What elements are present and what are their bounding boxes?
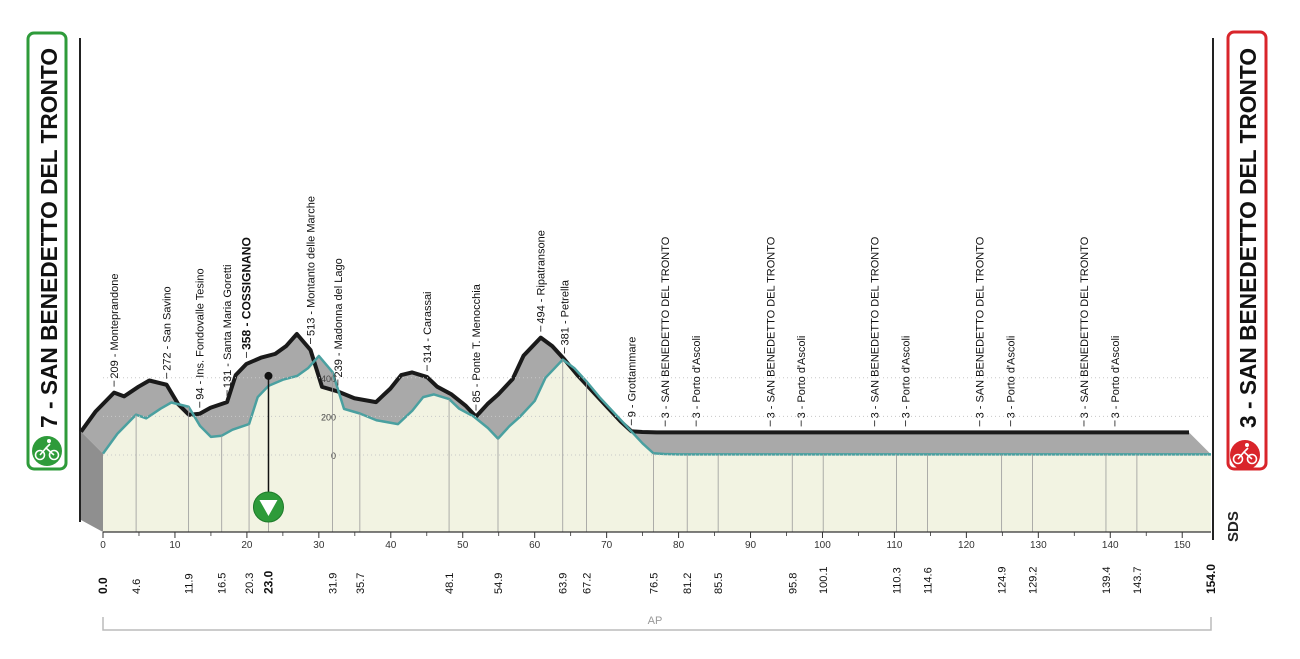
brand-logo: SDS [1225,511,1242,542]
sprint-triangle-icon [259,500,278,516]
km-tick-label: 20 [241,540,253,551]
finish-label: 3 - SAN BENEDETTO DEL TRONTO [1235,48,1261,428]
sprint-dot [264,371,273,380]
zone-label: AP [648,615,663,627]
distance-label: 110.3 [892,567,904,594]
terrain-area [103,355,1211,532]
distance-label: 4.6 [131,579,143,594]
km-tick-label: 110 [886,540,902,551]
waypoint-label: 3 - Porto d'Ascoli [796,336,808,419]
distance-label: 0.0 [96,577,110,594]
profile-line [101,354,1211,456]
waypoint-label: 209 - Monteprandone [109,273,121,378]
distance-label: 67.2 [581,573,593,594]
waypoint-label: 3 - SAN BENEDETTO DEL TRONTO [1079,236,1091,418]
waypoint-label: 358 - COSSIGNANO [239,237,253,350]
km-tick-label: 120 [958,540,975,551]
distance-label: 124.9 [997,566,1009,594]
waypoint-label: 94 - Ins. Fondovalle Tesino [195,268,207,399]
waypoint-label: 239 - Madonna del Lago [333,258,345,377]
profile-top-edge [79,331,1189,435]
km-tick-label: 10 [169,540,181,551]
altitude-ticks: 0 200 400 [103,374,1211,461]
km-tick-label: 130 [1030,540,1047,551]
waypoint-label: 3 - Porto d'Ascoli [691,336,703,419]
altitude-tick-label: 0 [331,451,336,461]
distance-label: 16.5 [217,573,229,594]
zone-bracket: AP [102,615,1212,631]
waypoint-labels: 209 - Monteprandone 272 - San Savino 94 - … [109,196,1138,532]
distance-label: 76.5 [648,573,660,594]
km-tick-label: 0 [100,540,106,551]
km-axis: 0 10 20 30 40 50 60 70 80 90 100 110 120 130 140 150 [100,531,1211,551]
waypoint-label: 85 - Ponte T. Menocchia [471,283,483,402]
finish-altitude: 3 [1235,415,1261,428]
distance-label: 139.4 [1101,566,1113,594]
waypoint-label: 9 - Grottammare [626,337,638,418]
distance-label: 11.9 [184,573,196,594]
altitude-tick-label: 200 [321,412,336,422]
km-tick-label: 40 [385,540,397,551]
distance-label: 48.1 [444,573,456,594]
distance-label: 20.3 [244,573,256,594]
altitude-tick-label: 400 [321,374,336,384]
start-town: SAN BENEDETTO DEL TRONTO [36,48,62,395]
distance-label: 23.0 [261,570,275,594]
waypoint-label: 513 - Montanto delle Marche [306,196,318,336]
profile-layer [79,331,1211,532]
waypoint-label: 3 - SAN BENEDETTO DEL TRONTO [870,236,882,418]
distance-label: 143.7 [1132,566,1144,594]
distance-label: 95.8 [787,573,799,594]
waypoint-label: 3 - SAN BENEDETTO DEL TRONTO [765,236,777,418]
waypoint-label: 3 - SAN BENEDETTO DEL TRONTO [975,236,987,418]
distance-labels: 0.0 4.6 11.9 16.5 20.3 23.0 31.9 35.7 48.1 54.9 63… [96,564,1218,594]
distance-label: 63.9 [558,573,570,594]
waypoint-label: 3 - Porto d'Ascoli [901,336,913,419]
sprint-marker [252,371,284,523]
waypoint-label: 3 - Porto d'Ascoli [1006,336,1018,419]
km-tick-label: 80 [673,540,685,551]
distance-label: 114.6 [923,567,935,594]
waypoint-label: 494 - Ripatransone [536,230,548,324]
distance-label: 31.9 [328,573,340,594]
km-tick-label: 100 [814,540,831,551]
km-tick-label: 70 [601,540,613,551]
finish-town: SAN BENEDETTO DEL TRONTO [1235,48,1261,395]
distance-label: 35.7 [355,573,367,594]
finish-badge: 3 - SAN BENEDETTO DEL TRONTO [1226,30,1268,471]
waypoint-label: 381 - Petrella [559,279,571,345]
waypoint-label: 272 - San Savino [162,286,174,370]
waypoint-label: 314 - Carassai [422,291,434,363]
waypoint-label: 131 - Santa Maria Goretti [222,265,234,389]
profile-ribbon [81,333,1211,455]
profile-left-wall [81,431,103,532]
cyclist-finish-icon [1230,440,1260,470]
start-altitude: 7 [36,415,62,428]
start-badge: 7 - SAN BENEDETTO DEL TRONTO [26,31,68,471]
distance-label: 54.9 [493,573,505,594]
km-tick-label: 60 [529,540,541,551]
distance-label: 129.2 [1028,566,1040,594]
km-tick-label: 150 [1174,540,1191,551]
km-tick-label: 50 [457,540,469,551]
start-label: 7 - SAN BENEDETTO DEL TRONTO [36,48,62,428]
cyclist-start-icon [32,436,62,466]
distance-label: 81.2 [682,573,694,594]
km-tick-label: 90 [745,540,757,551]
km-tick-label: 30 [313,540,325,551]
distance-label: 85.5 [713,573,725,594]
distance-label: 100.1 [818,566,830,594]
waypoint-label: 3 - SAN BENEDETTO DEL TRONTO [660,236,672,418]
waypoint-label: 3 - Porto d'Ascoli [1110,336,1122,419]
distance-label: 154.0 [1204,564,1218,594]
km-tick-label: 140 [1102,540,1119,551]
